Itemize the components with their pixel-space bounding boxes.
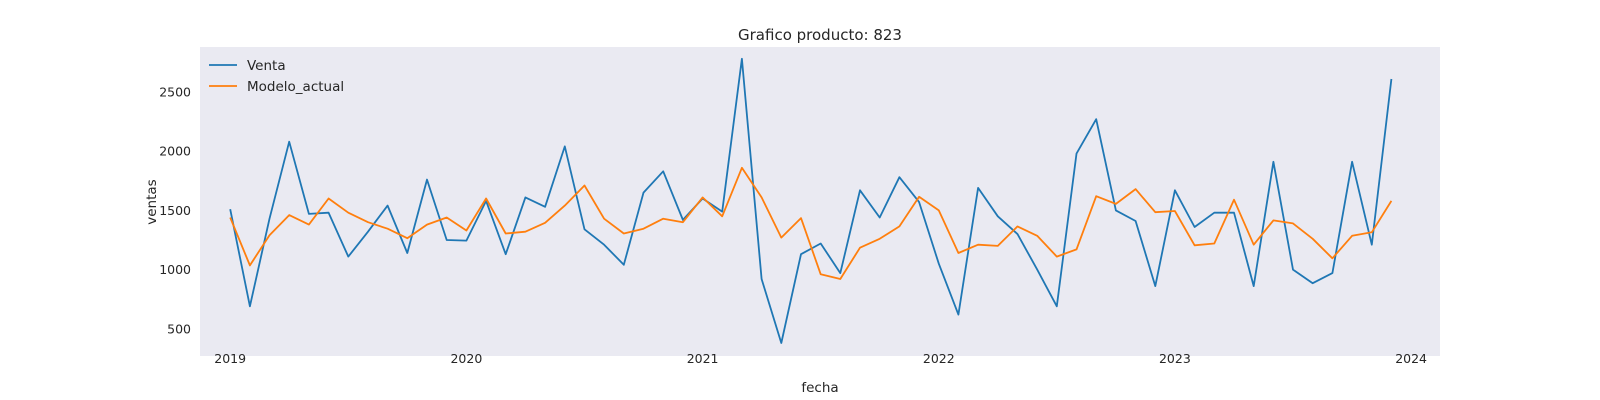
- y-tick-label: 500: [167, 321, 191, 336]
- x-tick-label: 2020: [450, 351, 482, 366]
- legend: Venta Modelo_actual: [209, 58, 344, 95]
- chart-title: Grafico producto: 823: [738, 26, 902, 44]
- plot-area: [200, 47, 1440, 356]
- series-line-modelo-actual: [229, 166, 1393, 280]
- y-tick-label: 1500: [159, 203, 191, 218]
- x-axis-ticks: 2019 2020 2021 2022 2023 2024: [214, 351, 1427, 366]
- y-tick-label: 2500: [159, 85, 191, 100]
- x-tick-label: 2021: [687, 351, 719, 366]
- y-tick-label: 1000: [159, 262, 191, 277]
- legend-label: Venta: [247, 58, 286, 74]
- y-tick-label: 2000: [159, 144, 191, 159]
- x-tick-label: 2019: [214, 351, 246, 366]
- legend-label: Modelo_actual: [247, 79, 344, 95]
- x-tick-label: 2024: [1395, 351, 1427, 366]
- x-axis-label: fecha: [801, 380, 838, 396]
- y-axis-label: ventas: [144, 179, 160, 224]
- series-layer: [229, 57, 1393, 344]
- x-tick-label: 2023: [1159, 351, 1191, 366]
- y-axis-ticks: 500 1000 1500 2000 2500: [159, 85, 191, 337]
- x-tick-label: 2022: [923, 351, 955, 366]
